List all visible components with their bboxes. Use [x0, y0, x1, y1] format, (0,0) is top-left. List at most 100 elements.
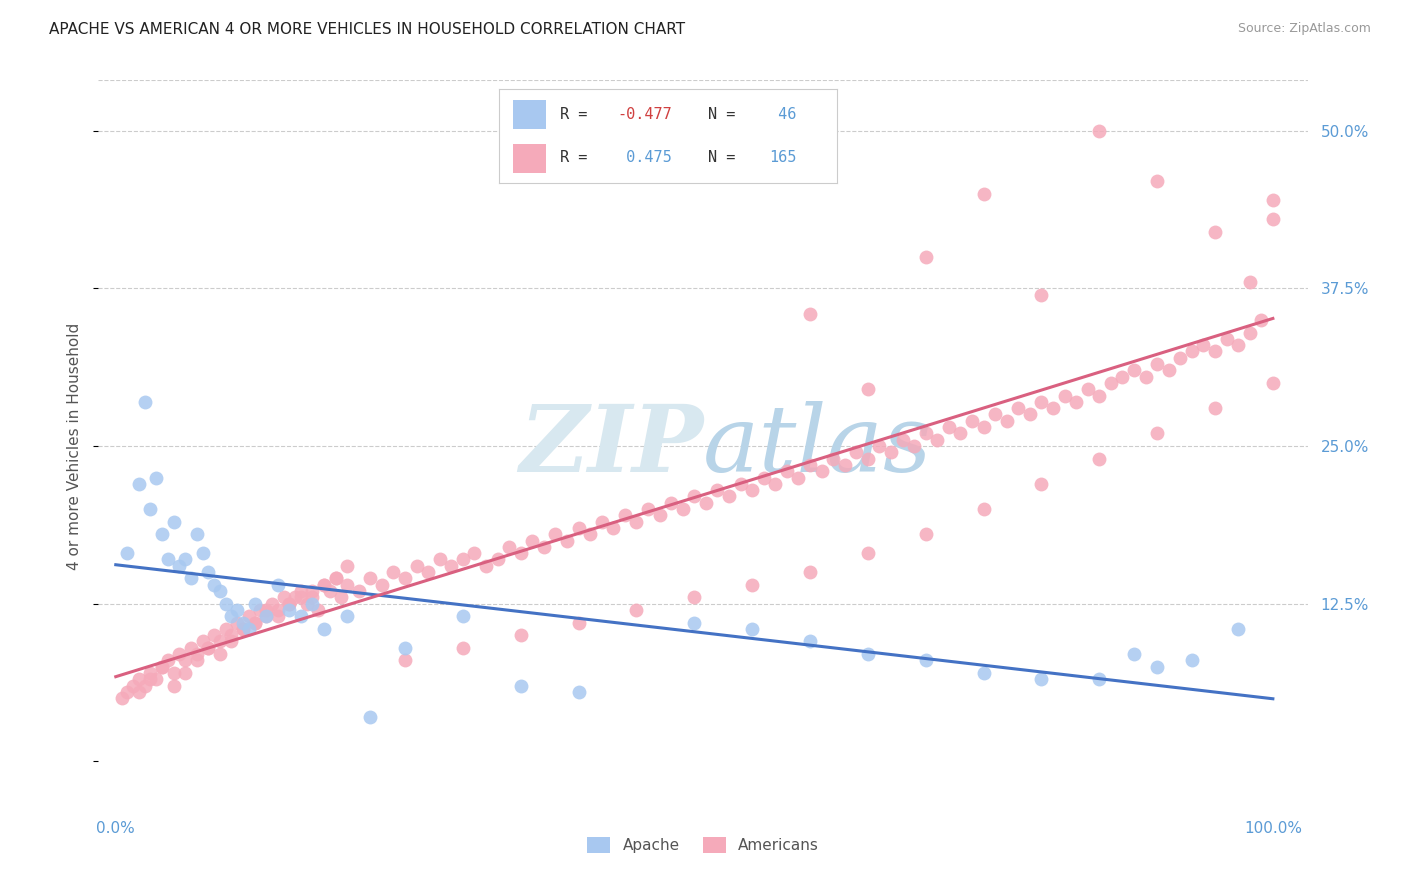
Point — [973, 420, 995, 434]
Point — [122, 679, 145, 693]
Point — [1261, 193, 1284, 207]
Point — [555, 533, 578, 548]
Point — [891, 433, 914, 447]
Point — [1031, 673, 1053, 687]
Point — [1088, 673, 1111, 687]
Point — [169, 558, 191, 573]
Point — [429, 552, 451, 566]
Point — [544, 527, 567, 541]
Point — [260, 597, 283, 611]
Point — [301, 597, 323, 611]
Point — [186, 647, 208, 661]
Point — [776, 464, 799, 478]
Point — [232, 622, 254, 636]
Point — [626, 515, 648, 529]
Point — [134, 395, 156, 409]
Point — [995, 414, 1018, 428]
Point — [741, 578, 763, 592]
Point — [672, 502, 695, 516]
Point — [1088, 451, 1111, 466]
Point — [243, 615, 266, 630]
Point — [197, 640, 219, 655]
Point — [834, 458, 856, 472]
Point — [1250, 313, 1272, 327]
Point — [226, 603, 249, 617]
Point — [145, 470, 167, 484]
Point — [371, 578, 394, 592]
Point — [394, 640, 416, 655]
Point — [1123, 647, 1146, 661]
Point — [856, 647, 879, 661]
Point — [973, 186, 995, 201]
Point — [648, 508, 671, 523]
Point — [117, 685, 139, 699]
Point — [307, 603, 329, 617]
Point — [752, 470, 775, 484]
Point — [267, 603, 290, 617]
Point — [1146, 357, 1168, 371]
Point — [845, 445, 868, 459]
Point — [202, 628, 225, 642]
Point — [267, 578, 290, 592]
Point — [509, 679, 531, 693]
Point — [938, 420, 960, 434]
Point — [509, 628, 531, 642]
Point — [254, 603, 277, 617]
Point — [267, 609, 290, 624]
Point — [162, 679, 184, 693]
Point — [232, 622, 254, 636]
Point — [683, 591, 706, 605]
Point — [336, 558, 359, 573]
Point — [903, 439, 925, 453]
Point — [1227, 338, 1250, 352]
Point — [273, 591, 295, 605]
Point — [1261, 376, 1284, 390]
Point — [602, 521, 624, 535]
Point — [128, 476, 150, 491]
Point — [1146, 174, 1168, 188]
Point — [312, 578, 335, 592]
Point — [1077, 382, 1099, 396]
Point — [284, 591, 307, 605]
Point — [1099, 376, 1122, 390]
Point — [927, 433, 949, 447]
Point — [1018, 408, 1040, 422]
Point — [128, 673, 150, 687]
Text: N =: N = — [709, 150, 745, 165]
Point — [1088, 388, 1111, 402]
Point — [440, 558, 463, 573]
Point — [1088, 124, 1111, 138]
Point — [1181, 344, 1204, 359]
Point — [984, 408, 1007, 422]
Point — [1239, 326, 1261, 340]
Point — [799, 565, 821, 579]
Point — [1146, 659, 1168, 673]
Point — [1261, 212, 1284, 227]
Point — [221, 628, 243, 642]
Point — [914, 250, 936, 264]
Point — [359, 571, 381, 585]
Point — [134, 679, 156, 693]
Point — [197, 640, 219, 655]
Point — [278, 603, 301, 617]
Point — [312, 578, 335, 592]
Point — [568, 615, 591, 630]
Point — [382, 565, 405, 579]
Point — [1239, 275, 1261, 289]
Point — [1227, 622, 1250, 636]
Point — [1146, 426, 1168, 441]
Point — [1007, 401, 1029, 416]
Point — [249, 603, 271, 617]
Text: atlas: atlas — [703, 401, 932, 491]
Point — [1031, 287, 1053, 301]
Point — [180, 640, 202, 655]
Point — [150, 659, 173, 673]
Text: -0.477: -0.477 — [617, 107, 672, 122]
Point — [208, 634, 231, 648]
Point — [243, 615, 266, 630]
Point — [347, 584, 370, 599]
Point — [208, 584, 231, 599]
Point — [869, 439, 891, 453]
Point — [1192, 338, 1215, 352]
Point — [799, 634, 821, 648]
